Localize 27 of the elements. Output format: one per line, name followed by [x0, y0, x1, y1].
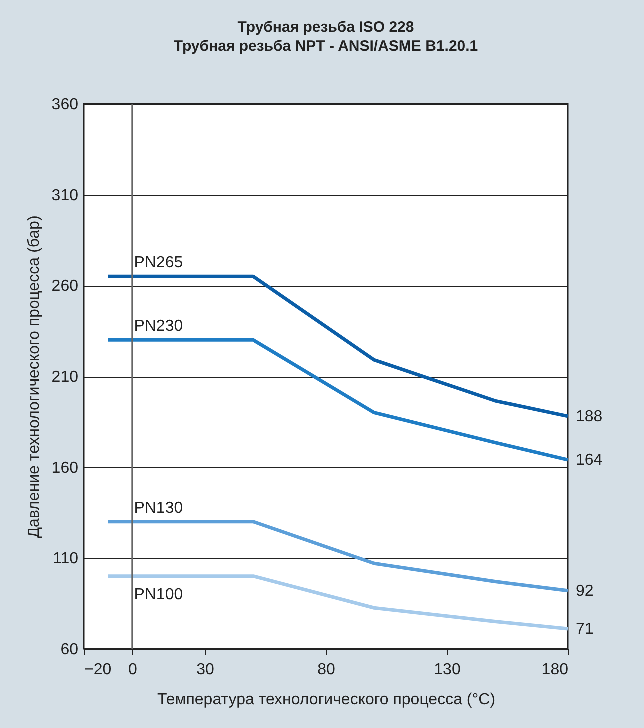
data-label: 188 — [576, 408, 603, 426]
x-tick-label: 30 — [196, 662, 214, 678]
data-label: 71 — [576, 621, 594, 638]
series-label: PN265 — [134, 254, 184, 272]
x-tick-label: 180 — [542, 662, 569, 678]
series-label: PN100 — [134, 586, 184, 604]
series-label: PN230 — [134, 318, 184, 336]
chart-title: Трубная резьба ISO 228 Трубная резьба NPT - ANSI/ASME B1.20.1 — [174, 19, 478, 55]
data-label: 92 — [576, 582, 594, 600]
y-tick-label: 260 — [52, 278, 79, 296]
y-tick-label: 310 — [52, 187, 79, 204]
x-axis-title: Температура технологического процесса (°C) — [157, 692, 496, 708]
x-tick-label: 80 — [318, 662, 336, 678]
x-tick-label: 0 — [128, 662, 138, 678]
y-tick-label: 160 — [52, 460, 79, 477]
x-tick-label: 130 — [434, 662, 461, 678]
y-axis-title: Давление технологического процесса (бар) — [26, 216, 43, 538]
line-series — [106, 338, 570, 462]
line-series — [106, 574, 570, 631]
line-series — [106, 274, 570, 418]
series-label: PN130 — [134, 500, 184, 517]
y-tick-label: 110 — [52, 550, 79, 568]
y-tick-label: 360 — [52, 96, 79, 114]
y-tick-label: 60 — [60, 642, 79, 658]
y-tick-label: 210 — [52, 369, 79, 386]
x-tick-label: −20 — [84, 662, 112, 678]
data-label: 164 — [576, 452, 603, 470]
